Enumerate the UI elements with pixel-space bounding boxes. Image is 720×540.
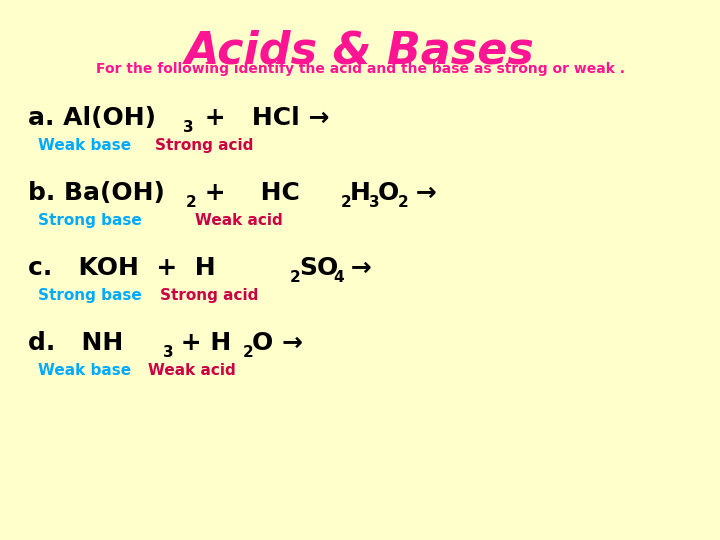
Text: b. Ba(OH): b. Ba(OH): [28, 181, 165, 205]
Text: Weak acid: Weak acid: [195, 213, 283, 228]
Text: + H: + H: [172, 331, 231, 355]
Text: 3: 3: [163, 345, 174, 360]
Text: Weak base: Weak base: [38, 363, 131, 378]
Text: Strong acid: Strong acid: [160, 288, 258, 303]
Text: c.   KOH  +  H: c. KOH + H: [28, 256, 215, 280]
Text: Acids & Bases: Acids & Bases: [185, 30, 535, 73]
Text: +    HC: + HC: [196, 181, 300, 205]
Text: 2: 2: [398, 195, 409, 210]
Text: 2: 2: [341, 195, 352, 210]
Text: SO: SO: [299, 256, 338, 280]
Text: Strong base: Strong base: [38, 213, 142, 228]
Text: 4: 4: [333, 270, 343, 285]
Text: +   HCl →: + HCl →: [196, 106, 330, 130]
Text: →: →: [407, 181, 437, 205]
Text: a. Al(OH): a. Al(OH): [28, 106, 156, 130]
Text: 3: 3: [369, 195, 379, 210]
Text: →: →: [342, 256, 372, 280]
Text: 3: 3: [183, 120, 194, 135]
Text: O: O: [378, 181, 400, 205]
Text: Strong base: Strong base: [38, 288, 142, 303]
Text: d.   NH: d. NH: [28, 331, 123, 355]
Text: For the following identify the acid and the base as strong or weak .: For the following identify the acid and …: [96, 62, 624, 76]
Text: 2: 2: [243, 345, 253, 360]
Text: 2: 2: [186, 195, 197, 210]
Text: 2: 2: [290, 270, 301, 285]
Text: Weak acid: Weak acid: [148, 363, 235, 378]
Text: H: H: [350, 181, 371, 205]
Text: O →: O →: [252, 331, 303, 355]
Text: Strong acid: Strong acid: [155, 138, 253, 153]
Text: Weak base: Weak base: [38, 138, 131, 153]
